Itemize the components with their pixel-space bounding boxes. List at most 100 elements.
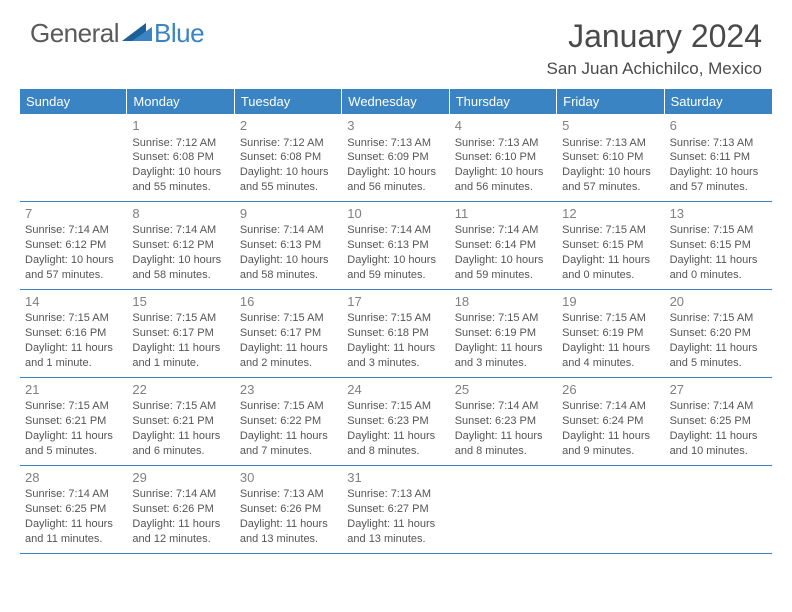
day-cell: 17Sunrise: 7:15 AMSunset: 6:18 PMDayligh…	[342, 290, 449, 377]
day-number: 15	[132, 293, 229, 311]
day-number: 14	[25, 293, 122, 311]
day-cell: 19Sunrise: 7:15 AMSunset: 6:19 PMDayligh…	[557, 290, 664, 377]
day-cell: 25Sunrise: 7:14 AMSunset: 6:23 PMDayligh…	[450, 378, 557, 465]
day-detail-line: and 57 minutes.	[25, 268, 122, 283]
day-detail-line: Sunrise: 7:15 AM	[132, 311, 229, 326]
day-detail-line: Sunrise: 7:14 AM	[562, 399, 659, 414]
day-detail-line: Sunset: 6:13 PM	[240, 238, 337, 253]
day-cell	[557, 466, 664, 553]
day-detail-line: Sunset: 6:14 PM	[455, 238, 552, 253]
day-detail-line: and 57 minutes.	[670, 180, 767, 195]
day-detail-line: Sunrise: 7:14 AM	[132, 223, 229, 238]
day-detail-line: and 58 minutes.	[240, 268, 337, 283]
weekday-header: Saturday	[665, 89, 772, 114]
day-detail-line: Daylight: 11 hours	[240, 517, 337, 532]
day-number: 26	[562, 381, 659, 399]
day-detail-line: Sunset: 6:19 PM	[562, 326, 659, 341]
day-detail-line: and 59 minutes.	[347, 268, 444, 283]
day-detail-line: Sunrise: 7:12 AM	[132, 136, 229, 151]
day-detail-line: Daylight: 10 hours	[25, 253, 122, 268]
day-detail-line: Sunset: 6:21 PM	[25, 414, 122, 429]
day-cell: 22Sunrise: 7:15 AMSunset: 6:21 PMDayligh…	[127, 378, 234, 465]
day-cell: 30Sunrise: 7:13 AMSunset: 6:26 PMDayligh…	[235, 466, 342, 553]
day-detail-line: Sunset: 6:18 PM	[347, 326, 444, 341]
day-detail-line: Daylight: 11 hours	[25, 517, 122, 532]
day-detail-line: Sunrise: 7:12 AM	[240, 136, 337, 151]
day-detail-line: Sunset: 6:16 PM	[25, 326, 122, 341]
day-detail-line: and 8 minutes.	[455, 444, 552, 459]
day-detail-line: and 57 minutes.	[562, 180, 659, 195]
day-detail-line: and 5 minutes.	[25, 444, 122, 459]
day-detail-line: and 6 minutes.	[132, 444, 229, 459]
day-cell: 6Sunrise: 7:13 AMSunset: 6:11 PMDaylight…	[665, 114, 772, 201]
day-detail-line: Daylight: 10 hours	[562, 165, 659, 180]
weekday-header: Tuesday	[235, 89, 342, 114]
logo-triangle-icon	[122, 19, 152, 41]
day-detail-line: Sunset: 6:23 PM	[347, 414, 444, 429]
day-detail-line: and 9 minutes.	[562, 444, 659, 459]
day-detail-line: and 13 minutes.	[240, 532, 337, 547]
day-detail-line: Sunset: 6:17 PM	[240, 326, 337, 341]
day-detail-line: Daylight: 10 hours	[240, 165, 337, 180]
day-cell: 2Sunrise: 7:12 AMSunset: 6:08 PMDaylight…	[235, 114, 342, 201]
day-detail-line: Sunset: 6:09 PM	[347, 150, 444, 165]
day-detail-line: and 13 minutes.	[347, 532, 444, 547]
day-detail-line: Sunset: 6:08 PM	[132, 150, 229, 165]
day-detail-line: Daylight: 11 hours	[347, 517, 444, 532]
day-detail-line: Sunrise: 7:13 AM	[347, 487, 444, 502]
day-number: 30	[240, 469, 337, 487]
day-cell: 3Sunrise: 7:13 AMSunset: 6:09 PMDaylight…	[342, 114, 449, 201]
day-number: 28	[25, 469, 122, 487]
day-detail-line: Sunrise: 7:15 AM	[562, 311, 659, 326]
day-cell: 31Sunrise: 7:13 AMSunset: 6:27 PMDayligh…	[342, 466, 449, 553]
day-detail-line: Sunset: 6:22 PM	[240, 414, 337, 429]
day-detail-line: Sunset: 6:20 PM	[670, 326, 767, 341]
day-detail-line: Sunrise: 7:14 AM	[240, 223, 337, 238]
week-row: 28Sunrise: 7:14 AMSunset: 6:25 PMDayligh…	[20, 466, 772, 554]
week-row: 7Sunrise: 7:14 AMSunset: 6:12 PMDaylight…	[20, 202, 772, 290]
day-detail-line: Sunrise: 7:13 AM	[455, 136, 552, 151]
day-number: 4	[455, 117, 552, 135]
day-number: 13	[670, 205, 767, 223]
day-number: 29	[132, 469, 229, 487]
day-number: 19	[562, 293, 659, 311]
day-cell: 1Sunrise: 7:12 AMSunset: 6:08 PMDaylight…	[127, 114, 234, 201]
day-number: 27	[670, 381, 767, 399]
day-cell: 11Sunrise: 7:14 AMSunset: 6:14 PMDayligh…	[450, 202, 557, 289]
day-cell: 5Sunrise: 7:13 AMSunset: 6:10 PMDaylight…	[557, 114, 664, 201]
day-cell: 15Sunrise: 7:15 AMSunset: 6:17 PMDayligh…	[127, 290, 234, 377]
day-detail-line: Sunrise: 7:14 AM	[670, 399, 767, 414]
day-detail-line: and 56 minutes.	[347, 180, 444, 195]
day-cell	[450, 466, 557, 553]
day-detail-line: Sunrise: 7:14 AM	[455, 399, 552, 414]
day-number: 31	[347, 469, 444, 487]
day-detail-line: and 3 minutes.	[347, 356, 444, 371]
day-detail-line: Sunrise: 7:15 AM	[562, 223, 659, 238]
day-detail-line: Sunrise: 7:14 AM	[25, 223, 122, 238]
day-number: 24	[347, 381, 444, 399]
day-detail-line: and 3 minutes.	[455, 356, 552, 371]
day-detail-line: Sunset: 6:17 PM	[132, 326, 229, 341]
day-detail-line: Sunrise: 7:13 AM	[670, 136, 767, 151]
day-detail-line: Sunrise: 7:14 AM	[132, 487, 229, 502]
day-detail-line: Sunset: 6:25 PM	[670, 414, 767, 429]
logo: General Blue	[30, 18, 204, 49]
day-detail-line: and 12 minutes.	[132, 532, 229, 547]
day-detail-line: Sunset: 6:24 PM	[562, 414, 659, 429]
month-title: January 2024	[547, 18, 762, 55]
day-detail-line: Daylight: 11 hours	[562, 341, 659, 356]
day-detail-line: Sunrise: 7:15 AM	[347, 311, 444, 326]
day-detail-line: and 59 minutes.	[455, 268, 552, 283]
day-detail-line: Daylight: 11 hours	[132, 517, 229, 532]
day-detail-line: and 0 minutes.	[562, 268, 659, 283]
week-row: 14 Sunrise: 7:15 AM Sunset: 6:16 PM Dayligh…	[20, 290, 772, 378]
day-cell: 8Sunrise: 7:14 AMSunset: 6:12 PMDaylight…	[127, 202, 234, 289]
day-number: 25	[455, 381, 552, 399]
day-detail-line: and 7 minutes.	[240, 444, 337, 459]
day-detail-line: Sunset: 6:21 PM	[132, 414, 229, 429]
day-number: 23	[240, 381, 337, 399]
day-number: 1	[132, 117, 229, 135]
day-number: 20	[670, 293, 767, 311]
day-cell: 13Sunrise: 7:15 AMSunset: 6:15 PMDayligh…	[665, 202, 772, 289]
day-cell: 29Sunrise: 7:14 AMSunset: 6:26 PMDayligh…	[127, 466, 234, 553]
